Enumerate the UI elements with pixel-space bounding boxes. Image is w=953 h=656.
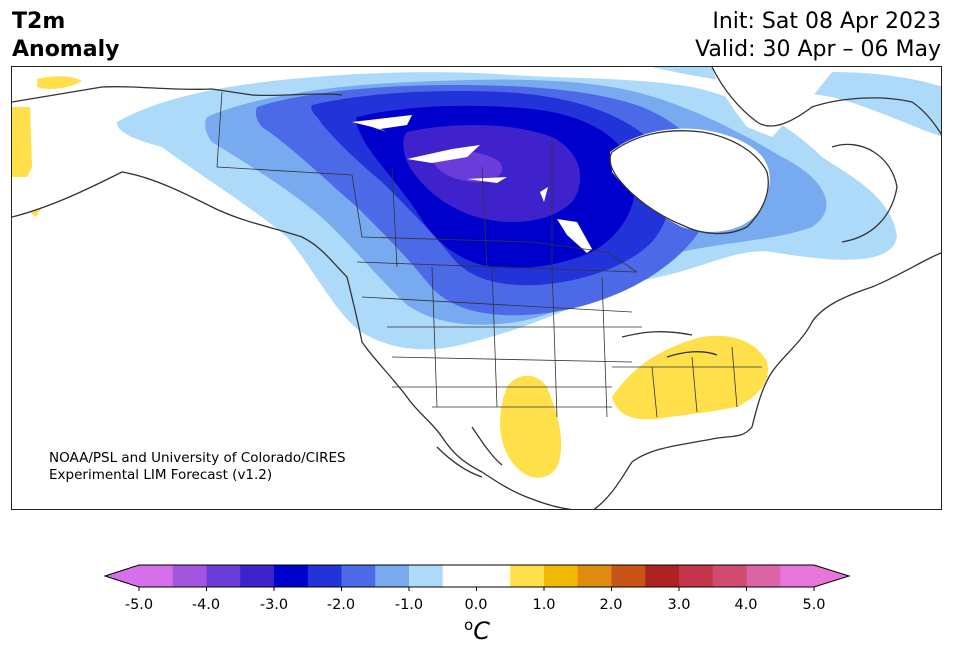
colorbar-tick: -1.0	[394, 597, 424, 613]
colorbar-swatch	[476, 565, 511, 587]
anomaly-region-plus1-alaska	[12, 107, 32, 177]
map-title: T2m Anomaly	[12, 8, 119, 64]
colorbar-swatch	[577, 565, 612, 587]
colorbar-swatch	[375, 565, 410, 587]
colorbar-tick: -3.0	[259, 597, 289, 613]
anomaly-region-plus1-southwest	[500, 375, 562, 478]
colorbar-tick: 4.0	[734, 597, 758, 613]
borders	[216, 91, 762, 418]
map-svg	[12, 67, 941, 509]
unit-degree: o	[464, 616, 474, 634]
colorbar-swatch	[240, 565, 275, 587]
colorbar-unit: oC	[464, 616, 490, 645]
colorbar-swatch	[510, 565, 545, 587]
colorbar-swatch	[139, 565, 174, 587]
colorbar-tick: 2.0	[599, 597, 623, 613]
colorbar-swatch	[206, 565, 241, 587]
colorbar-tick: -4.0	[191, 597, 221, 613]
anomaly-map	[11, 66, 942, 510]
colorbar-swatch	[746, 565, 781, 587]
colorbar-extend-low	[105, 565, 139, 587]
title-variable: T2m	[12, 9, 66, 34]
colorbar-swatch	[679, 565, 714, 587]
colorbar-swatch	[409, 565, 444, 587]
colorbar-swatch	[544, 565, 579, 587]
data-credit: NOAA/PSL and University of Colorado/CIRE…	[49, 450, 346, 484]
colorbar-swatch	[274, 565, 309, 587]
colorbar-tick: 1.0	[532, 597, 556, 613]
colorbar-tick: -5.0	[124, 597, 154, 613]
colorbar-tick: -2.0	[326, 597, 356, 613]
colorbar-swatch	[645, 565, 680, 587]
colorbar-swatch	[172, 565, 207, 587]
colorbar-tick: 5.0	[802, 597, 826, 613]
colorbar-extend-high	[814, 565, 849, 587]
colorbar-swatch	[341, 565, 376, 587]
colorbar-swatch	[780, 565, 815, 587]
forecast-dates: Init: Sat 08 Apr 2023 Valid: 30 Apr – 06…	[695, 8, 941, 64]
valid-dates: Valid: 30 Apr – 06 May	[695, 37, 941, 62]
colorbar-tick: 3.0	[667, 597, 691, 613]
colorbar-swatch	[611, 565, 646, 587]
colorbar-swatch	[307, 565, 342, 587]
coastlines	[12, 67, 941, 509]
credit-line1: NOAA/PSL and University of Colorado/CIRE…	[49, 450, 346, 466]
colorbar-tick: 0.0	[464, 597, 488, 613]
init-date: Init: Sat 08 Apr 2023	[712, 9, 941, 34]
colorbar-swatch	[712, 565, 747, 587]
unit-letter: C	[473, 617, 490, 645]
title-type: Anomaly	[12, 37, 120, 62]
credit-line2: Experimental LIM Forecast (v1.2)	[49, 467, 273, 483]
colorbar-swatch	[442, 565, 477, 587]
anomaly-region-plus1-southeast	[612, 335, 768, 420]
